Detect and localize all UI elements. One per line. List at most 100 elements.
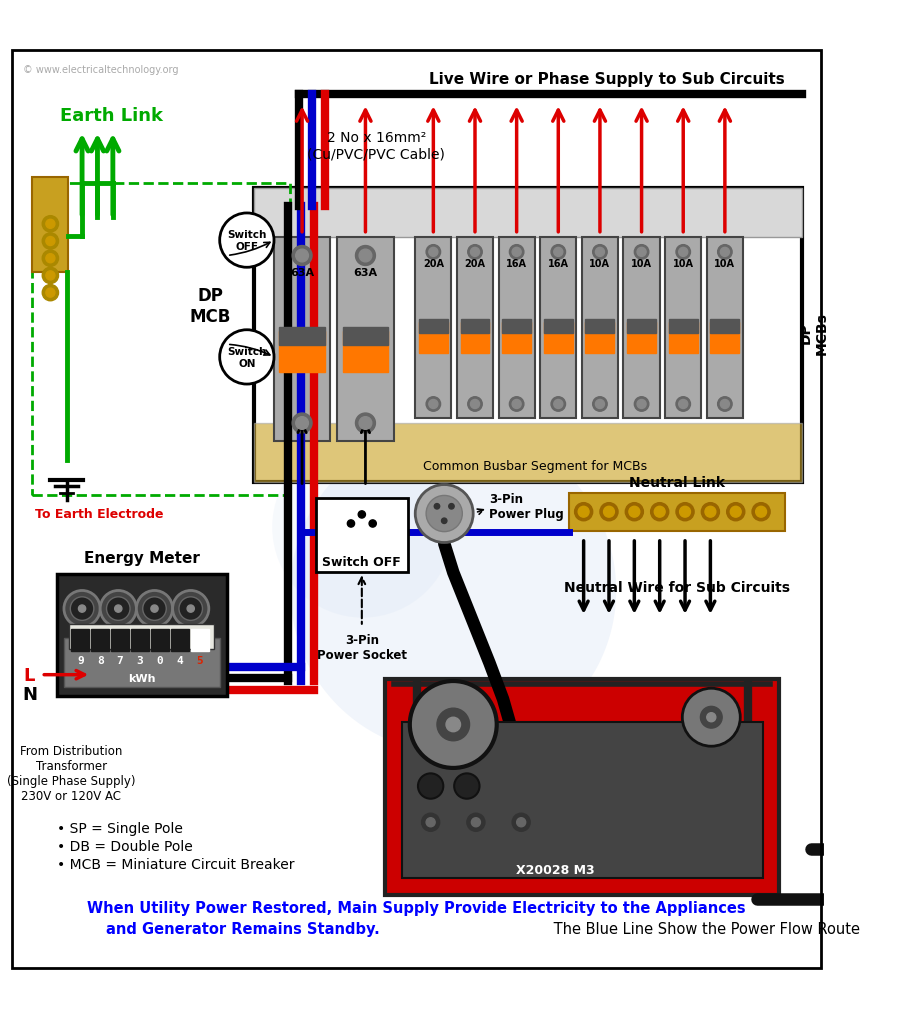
Circle shape [510, 246, 524, 260]
Circle shape [635, 246, 649, 260]
Circle shape [46, 288, 55, 298]
Circle shape [449, 504, 454, 510]
Circle shape [42, 216, 58, 232]
Bar [710, 320, 739, 334]
Circle shape [720, 248, 729, 257]
Circle shape [143, 597, 166, 621]
Text: The Blue Line Show the Power Flow Route: The Blue Line Show the Power Flow Route [549, 921, 860, 935]
Circle shape [600, 503, 618, 522]
Circle shape [454, 773, 479, 799]
Text: Switch
ON: Switch ON [227, 346, 266, 368]
Text: 0: 0 [156, 655, 164, 665]
Bar [665, 238, 701, 419]
Circle shape [70, 597, 93, 621]
Bar [669, 322, 698, 354]
Text: Switch OFF: Switch OFF [323, 555, 401, 569]
Circle shape [429, 400, 438, 409]
Circle shape [418, 773, 443, 799]
Circle shape [219, 214, 274, 268]
Circle shape [179, 597, 202, 621]
Text: Earth Link: Earth Link [59, 107, 163, 125]
Bar [337, 238, 394, 441]
Circle shape [422, 813, 440, 832]
Circle shape [410, 682, 497, 768]
Circle shape [635, 397, 649, 412]
Circle shape [512, 248, 521, 257]
Circle shape [64, 591, 100, 627]
Circle shape [151, 605, 158, 612]
Circle shape [467, 397, 482, 412]
Bar [503, 320, 531, 334]
Bar [32, 183, 290, 496]
Text: 3: 3 [137, 655, 143, 665]
Text: 2 No x 16mm²
(Cu/PVC/PVC Cable): 2 No x 16mm² (Cu/PVC/PVC Cable) [307, 130, 445, 161]
Circle shape [42, 268, 58, 284]
Circle shape [629, 506, 640, 518]
Circle shape [46, 237, 55, 247]
Circle shape [717, 397, 732, 412]
Text: DP
MCBs: DP MCBs [798, 312, 829, 355]
Text: 10A: 10A [672, 259, 694, 268]
Text: 16A: 16A [547, 259, 569, 268]
Text: 10A: 10A [590, 259, 610, 268]
Bar [585, 322, 614, 354]
Circle shape [42, 285, 58, 302]
Circle shape [426, 496, 462, 532]
Text: Neutral Link: Neutral Link [629, 476, 725, 489]
Circle shape [705, 506, 716, 518]
Bar [544, 320, 573, 334]
Text: 16A: 16A [506, 259, 527, 268]
Bar [274, 238, 330, 441]
Text: 3-Pin
Power Socket: 3-Pin Power Socket [316, 633, 407, 661]
Circle shape [592, 246, 607, 260]
Circle shape [676, 503, 694, 522]
Bar [585, 320, 614, 334]
Circle shape [446, 717, 460, 732]
Bar [460, 322, 489, 354]
Circle shape [700, 706, 722, 729]
Circle shape [752, 503, 770, 522]
Bar [343, 332, 388, 373]
Circle shape [682, 689, 740, 747]
Circle shape [676, 397, 690, 412]
Circle shape [592, 397, 607, 412]
Circle shape [554, 248, 563, 257]
Text: 20A: 20A [423, 259, 444, 268]
Text: N: N [22, 685, 37, 703]
Circle shape [517, 818, 526, 827]
Circle shape [717, 246, 732, 260]
Bar [69, 625, 214, 650]
Text: X20028 M3: X20028 M3 [516, 863, 594, 876]
Text: 10A: 10A [715, 259, 735, 268]
Bar [386, 680, 779, 895]
Bar [280, 332, 325, 373]
Text: 9: 9 [77, 655, 84, 665]
Circle shape [369, 521, 377, 528]
Bar [316, 498, 408, 573]
Circle shape [726, 503, 744, 522]
Bar [171, 630, 189, 651]
Bar [254, 189, 802, 238]
Circle shape [603, 506, 614, 518]
Circle shape [679, 248, 688, 257]
Circle shape [292, 414, 312, 433]
Bar [669, 320, 698, 334]
Circle shape [471, 818, 480, 827]
Bar [254, 189, 802, 482]
Circle shape [470, 248, 479, 257]
Circle shape [429, 248, 438, 257]
Text: kWh: kWh [128, 674, 156, 684]
Circle shape [355, 414, 376, 433]
Circle shape [46, 272, 55, 280]
Text: © www.electricaltechnology.org: © www.electricaltechnology.org [23, 64, 179, 74]
Bar [503, 322, 531, 354]
Circle shape [355, 247, 376, 266]
Circle shape [467, 813, 485, 832]
Text: 63A: 63A [353, 268, 378, 277]
Text: 7: 7 [117, 655, 123, 665]
Bar [499, 238, 535, 419]
Circle shape [42, 251, 58, 267]
Circle shape [720, 400, 729, 409]
Circle shape [756, 506, 767, 518]
Circle shape [676, 246, 690, 260]
